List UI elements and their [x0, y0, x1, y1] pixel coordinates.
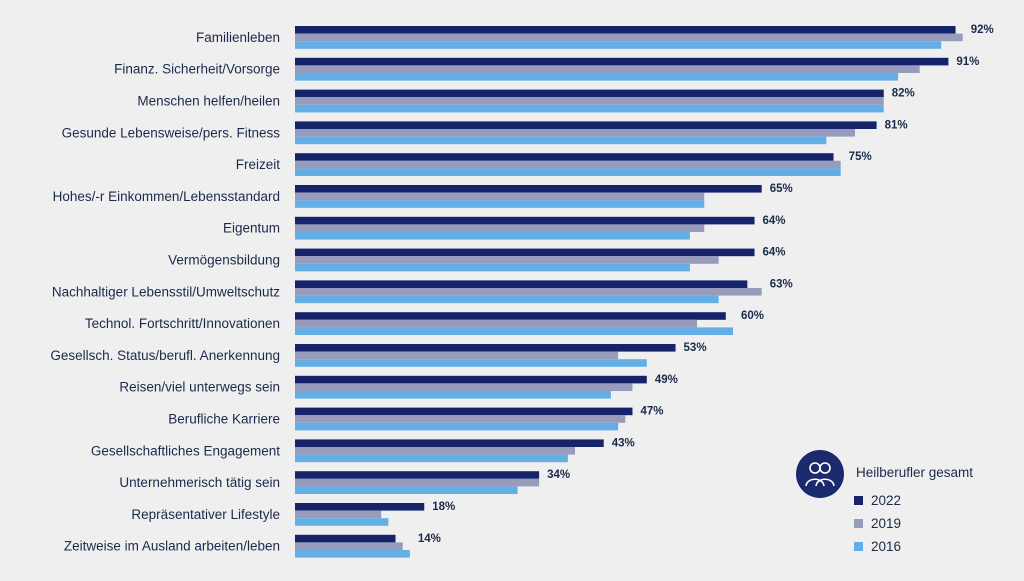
bar-2019: [295, 319, 698, 328]
legend-label-2019: 2019: [871, 515, 902, 531]
category-label: Gesellsch. Status/berufl. Anerkennung: [50, 348, 280, 363]
bar-2019: [295, 160, 841, 169]
value-label: 92%: [971, 24, 994, 36]
value-label: 47%: [640, 406, 663, 418]
bar-2016: [295, 232, 690, 240]
bar-2019: [295, 256, 719, 264]
bar-2022: [295, 248, 755, 257]
bar-2016: [295, 136, 827, 145]
category-label: Gesellschaftliches Engagement: [91, 443, 280, 458]
value-label: 63%: [770, 278, 793, 290]
value-label: 81%: [885, 119, 908, 131]
bar-2016: [295, 550, 410, 558]
value-label: 60%: [741, 310, 764, 322]
category-label: Vermögensbildung: [168, 253, 280, 268]
bar-2019: [295, 97, 884, 105]
legend-item-2022: 2022: [854, 491, 901, 509]
bar-2022: [295, 280, 748, 288]
bar-2016: [295, 200, 705, 208]
bar-2022: [295, 503, 425, 511]
category-label: Unternehmerisch tätig sein: [119, 475, 280, 490]
bar-2022: [295, 216, 755, 225]
bar-2016: [295, 518, 389, 526]
value-label: 49%: [655, 374, 678, 386]
legend-swatch-2016: [854, 541, 863, 551]
bar-2019: [295, 33, 963, 42]
bar-2022: [295, 26, 956, 34]
bar-2016: [295, 73, 899, 81]
bar-2019: [295, 415, 626, 423]
category-label: Berufliche Karriere: [168, 412, 280, 427]
value-label: 91%: [956, 56, 979, 68]
legend-swatch-2019: [854, 518, 863, 528]
category-label: Menschen helfen/heilen: [137, 94, 280, 109]
category-label: Reisen/viel unterwegs sein: [119, 380, 280, 395]
category-label: Nachhaltiger Lebensstil/Umweltschutz: [52, 284, 280, 299]
legend-label-2016: 2016: [871, 538, 902, 554]
bar-2016: [295, 104, 884, 113]
bar-2019: [295, 288, 762, 296]
value-label: 65%: [770, 183, 793, 195]
category-label: Repräsentativer Lifestyle: [131, 507, 280, 522]
category-label: Eigentum: [223, 221, 280, 236]
value-label: 75%: [849, 151, 872, 163]
category-label: Familienleben: [196, 30, 280, 45]
legend-item-2019: 2019: [854, 514, 901, 532]
value-label: 82%: [892, 88, 915, 100]
bar-2016: [295, 295, 719, 304]
bar-2016: [295, 422, 619, 431]
bar-2022: [295, 89, 884, 98]
bar-2022: [295, 121, 877, 129]
bar-2022: [295, 153, 834, 161]
bar-2022: [295, 185, 762, 193]
bar-2022: [295, 312, 726, 320]
bar-2016: [295, 168, 841, 176]
value-label: 64%: [763, 215, 786, 227]
bar-2022: [295, 407, 633, 416]
bar-2016: [295, 327, 733, 335]
bar-2019: [295, 224, 705, 232]
legend: Heilberufler gesamt 2022 2019 2016: [796, 450, 1016, 570]
bar-2019: [295, 65, 920, 73]
category-label: Technol. Fortschritt/Innovationen: [85, 316, 280, 331]
value-label: 43%: [612, 437, 635, 449]
legend-label-2022: 2022: [871, 492, 902, 508]
category-label: Zeitweise im Ausland arbeiten/leben: [64, 539, 280, 554]
bar-2016: [295, 391, 611, 399]
bar-2016: [295, 359, 647, 367]
category-label: Finanz. Sicherheit/Vorsorge: [114, 62, 280, 77]
bar-2022: [295, 439, 604, 447]
bar-2016: [295, 41, 942, 49]
legend-title: Heilberufler gesamt: [856, 465, 974, 480]
bar-2019: [295, 192, 705, 201]
bar-2019: [295, 478, 540, 487]
bar-2016: [295, 263, 690, 272]
category-label: Hohes/-r Einkommen/Lebensstandard: [53, 189, 280, 204]
bar-2022: [295, 375, 647, 384]
category-label: Freizeit: [236, 157, 281, 172]
bar-2022: [295, 344, 676, 352]
bar-2019: [295, 129, 856, 137]
value-label: 18%: [432, 501, 455, 513]
bar-2016: [295, 486, 518, 494]
value-label: 53%: [684, 342, 707, 354]
people-icon: [796, 450, 844, 498]
category-label: Gesunde Lebensweise/pers. Fitness: [62, 125, 281, 140]
bar-2016: [295, 454, 568, 463]
bar-2019: [295, 510, 382, 519]
bar-2019: [295, 542, 403, 550]
value-label: 34%: [547, 469, 570, 481]
legend-swatch-2022: [854, 495, 863, 505]
bar-2022: [295, 57, 949, 66]
bar-2022: [295, 534, 396, 543]
bar-2019: [295, 383, 633, 391]
bar-2019: [295, 447, 576, 455]
value-label: 14%: [418, 533, 441, 545]
value-label: 64%: [763, 247, 786, 259]
bar-2019: [295, 351, 619, 360]
legend-item-2016: 2016: [854, 537, 901, 555]
bar-2022: [295, 471, 540, 479]
